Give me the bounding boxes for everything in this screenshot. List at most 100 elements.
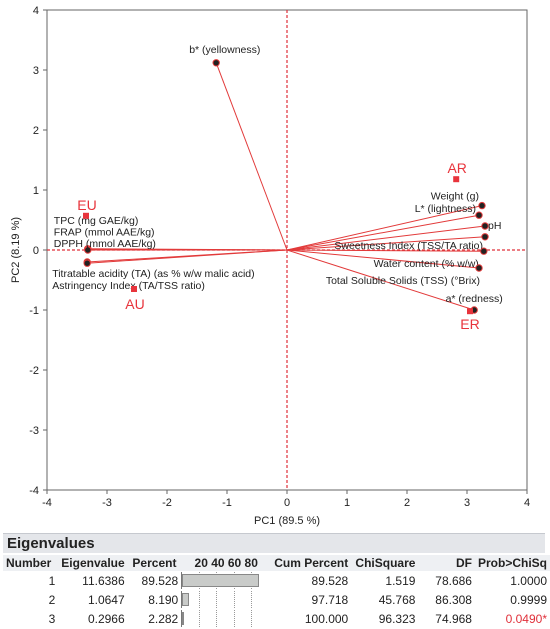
cell-percent-bar [181,590,271,609]
y-tick-label: -2 [29,365,39,377]
x-tick-label: 1 [344,497,350,509]
loading-vector [286,214,480,251]
col-df: DF [418,555,475,571]
cell-percent-bar [181,571,271,590]
y-tick-label: 0 [33,245,39,257]
cell-number: 3 [48,611,56,626]
score-point [453,176,460,183]
x-tick-label: 2 [404,497,410,509]
loading-vector [286,249,480,269]
col-prob: Prob>ChiSq [474,555,550,571]
cell-chisquare: 96.323 [378,611,416,626]
cell-df: 86.308 [435,592,472,607]
percent-bar [182,612,185,625]
table-row: 2 1.0647 8.190 97.718 45.768 86.308 0.99… [3,590,550,609]
score-label: AR [447,160,466,176]
cell-percent: 2.282 [148,611,179,626]
loading-label: TPC (mg GAE/kg) [54,215,139,227]
x-tick-label: -2 [162,497,172,509]
pca-biplot: -4 -3 -2 -1 0 1 2 3 4 -4 -3 -2 -1 0 1 2 3 4 b* (yellownes… [10,5,530,527]
cell-percent: 8.190 [148,592,179,607]
cell-df: 78.686 [435,573,472,588]
percent-bar [182,574,260,587]
loading-point [84,246,92,254]
y-tick-label: 4 [33,5,39,17]
loading-label: b* (yellowness) [189,44,260,56]
loading-label: a* (redness) [446,293,503,305]
eigenvalues-title: Eigenvalues [3,533,545,553]
y-tick-label: -1 [29,305,39,317]
cell-df: 74.968 [435,611,472,626]
cell-eigenvalue: 0.2966 [87,611,125,626]
eigenvalues-table: Number Eigenvalue Percent 20 40 60 80 Cu… [3,555,550,628]
loading-vector [286,236,486,251]
y-tick-label: 3 [33,65,39,77]
x-tick-label: -1 [222,497,232,509]
loading-vector [286,225,486,251]
loading-vectors: b* (yellowness) Weight (g)L* (lightness) p… [52,44,503,314]
cell-prob: 0.0490* [505,611,547,626]
loading-vector [215,62,288,251]
cell-percent: 89.528 [141,573,179,588]
x-tick-label: -4 [42,497,52,509]
col-cum-percent: Cum Percent [271,555,352,571]
cell-prob: 0.9999 [510,592,547,607]
loading-label: FRAP (mmol AAE/kg) [54,226,155,238]
loading-label: DPPH (mmol AAE/kg) [54,238,156,250]
cell-eigenvalue: 1.0647 [87,592,125,607]
col-percent-bar: 20 40 60 80 [181,555,272,571]
score-label: ER [460,316,479,332]
col-chisquare: ChiSquare [351,555,419,571]
cell-percent-bar [181,609,271,628]
cell-eigenvalue: 11.6386 [82,573,125,588]
cell-chisquare: 1.519 [385,573,416,588]
score-point [131,286,137,292]
loading-label: Weight (g) [431,191,479,203]
loading-point [212,59,220,67]
score-point [83,212,89,219]
x-tick-label: 4 [524,497,530,509]
x-tick-label: 3 [464,497,470,509]
loading-label: Sweetness Index (TSS/TA ratio) [334,240,483,252]
loading-vector [286,249,484,252]
score-label: AU [125,296,144,312]
y-tick-label: -4 [29,485,39,497]
score-points: EU AU AR ER [77,160,479,332]
loading-point [83,259,91,267]
loading-point [481,233,489,241]
col-eigenvalue: Eigenvalue [58,555,128,571]
loading-label: Total Soluble Solids (TSS) (°Brix) [326,275,480,287]
y-tick-label: 1 [33,185,39,197]
loading-label: L* (lightness) [415,203,476,215]
cell-chisquare: 45.768 [378,592,416,607]
y-tick-label: -3 [29,425,39,437]
loading-label: pH [488,220,501,232]
axis-ticks: -4 -3 -2 -1 0 1 2 3 4 -4 -3 -2 -1 0 1 2 3 4 [29,5,530,509]
table-header-row: Number Eigenvalue Percent 20 40 60 80 Cu… [3,555,550,571]
y-tick-label: 2 [33,125,39,137]
cell-cum-percent: 89.528 [311,573,349,588]
loading-vector [286,249,475,311]
score-label: EU [77,197,96,213]
percent-bar [182,593,190,606]
col-percent: Percent [127,555,182,571]
cell-cum-percent: 100.000 [304,611,349,626]
col-number: Number [3,555,59,571]
loading-point [481,222,489,230]
loading-vector [87,249,288,264]
table-row: 3 0.2966 2.282 100.000 96.323 74.968 0.0… [3,609,550,628]
cell-cum-percent: 97.718 [311,592,349,607]
loading-point [480,247,488,255]
loading-label: Astringency Index (TA/TSS ratio) [52,280,205,292]
loading-point [475,264,483,272]
x-tick-label: 0 [284,497,290,509]
x-tick-label: -3 [102,497,112,509]
cell-prob: 1.0000 [510,573,547,588]
loading-vector [286,205,483,251]
y-axis-label: PC2 (8.19 %) [10,217,22,283]
loading-point [478,201,486,210]
score-point [467,308,473,315]
loading-label: Titratable acidity (TA) (as % w/w malic … [52,268,254,280]
table-row: 1 11.6386 89.528 89.528 1.519 78.686 1.0… [3,571,550,590]
cell-number: 2 [48,592,56,607]
